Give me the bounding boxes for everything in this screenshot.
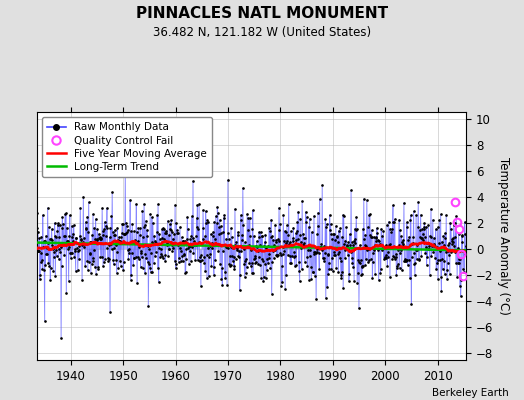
Text: Berkeley Earth: Berkeley Earth bbox=[432, 388, 508, 398]
Text: PINNACLES NATL MONUMENT: PINNACLES NATL MONUMENT bbox=[136, 6, 388, 21]
Text: 36.482 N, 121.182 W (United States): 36.482 N, 121.182 W (United States) bbox=[153, 26, 371, 39]
Y-axis label: Temperature Anomaly (°C): Temperature Anomaly (°C) bbox=[497, 157, 510, 315]
Legend: Raw Monthly Data, Quality Control Fail, Five Year Moving Average, Long-Term Tren: Raw Monthly Data, Quality Control Fail, … bbox=[42, 117, 212, 177]
